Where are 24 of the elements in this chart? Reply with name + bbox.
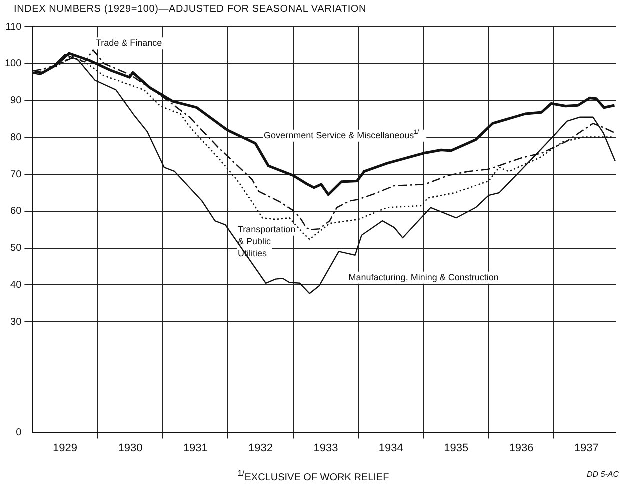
y-tick-label: 100 — [4, 58, 22, 70]
x-tick-label: 1933 — [314, 442, 338, 454]
y-tick-label: 60 — [10, 206, 22, 218]
text: $^{1/}$EXCLUSIVE OF WORK RELIEF — [238, 468, 390, 484]
x-tick-label: 1936 — [509, 442, 534, 454]
y-tick-label: 40 — [10, 280, 22, 291]
x-tick-label: 1937 — [574, 442, 599, 454]
y-tick-label: 70 — [10, 169, 22, 180]
chart-title: INDEX NUMBERS (1929=100)—ADJUSTED FOR SEASONAL VARIATION — [14, 4, 367, 15]
x-tick-label: 1932 — [248, 442, 274, 454]
y-tick-label: 50 — [10, 243, 22, 254]
x-tick-label: 1929 — [53, 442, 78, 454]
y-tick-label: 90 — [10, 96, 22, 107]
x-tick-label: 1930 — [118, 442, 143, 454]
y-tick-label: 80 — [10, 132, 22, 144]
series-label: Trade & Finance — [96, 38, 162, 48]
y-tick-label: 30 — [10, 316, 22, 328]
y-tick-label: 110 — [6, 22, 22, 33]
x-tick-label: 1931 — [183, 442, 208, 454]
text: DD 5-AC — [586, 470, 619, 479]
x-tick-label: 1934 — [378, 442, 404, 454]
x-tick-label: 1935 — [444, 442, 469, 454]
text: Manufacturing, Mining & Construction — [348, 272, 499, 282]
y-tick-label: 0 — [16, 428, 22, 439]
